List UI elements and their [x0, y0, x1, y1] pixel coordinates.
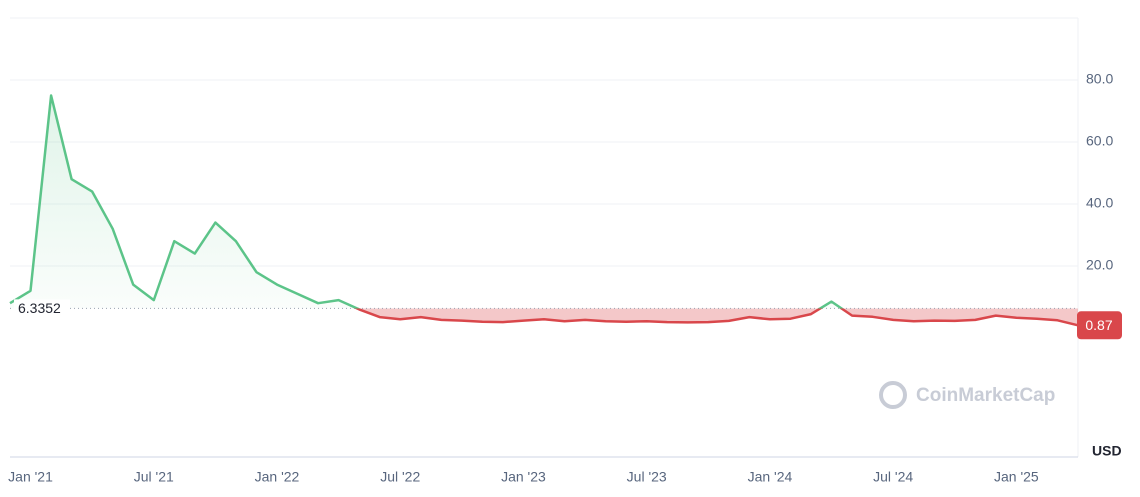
x-tick-label: Jul '24: [873, 469, 913, 485]
watermark: CoinMarketCap: [879, 381, 1055, 409]
x-tick-label: Jan '23: [501, 469, 546, 485]
y-tick-label: 20.0: [1086, 257, 1113, 273]
watermark-logo: [879, 381, 907, 409]
x-tick-label: Jul '21: [134, 469, 174, 485]
x-tick-label: Jul '23: [627, 469, 667, 485]
price-area: [10, 95, 1078, 326]
price-line: [9, 94, 1079, 327]
x-tick-label: Jan '21: [8, 469, 53, 485]
x-tick-label: Jan '22: [255, 469, 300, 485]
last-price-badge: [1077, 311, 1122, 340]
baseline-label-bg: [14, 299, 70, 318]
x-tick-label: Jul '22: [380, 469, 420, 485]
y-tick-label: 80.0: [1086, 71, 1113, 87]
x-tick-label: Jan '24: [748, 469, 793, 485]
last-price-label: 0.87: [1085, 317, 1112, 333]
x-tick-label: Jan '25: [994, 469, 1039, 485]
y-tick-label: 40.0: [1086, 195, 1113, 211]
watermark-text: CoinMarketCap: [916, 385, 1055, 406]
baseline-label: 6.3352: [18, 300, 61, 316]
y-tick-label: 60.0: [1086, 133, 1113, 149]
currency-label: USD: [1092, 443, 1122, 459]
